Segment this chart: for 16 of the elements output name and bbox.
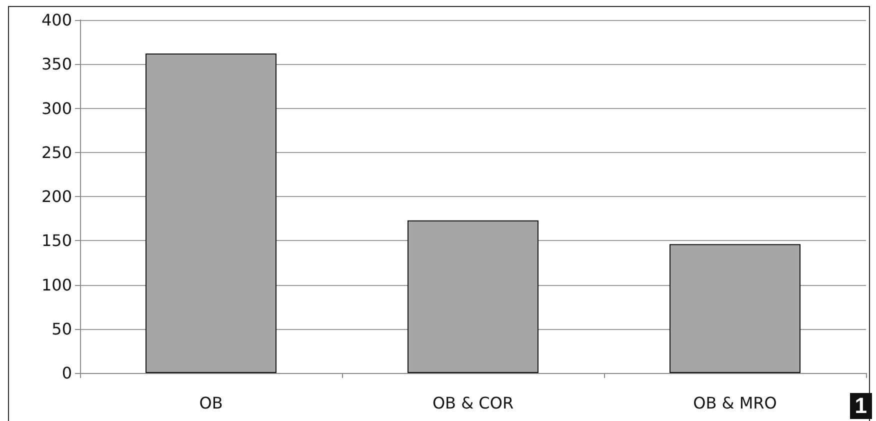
bar	[146, 54, 276, 373]
y-tick-label: 350	[41, 54, 72, 74]
y-tick-label: 0	[62, 364, 72, 382]
y-tick-label: 150	[41, 231, 72, 250]
x-tick-label: OB & MRO	[693, 394, 777, 412]
y-tick-label: 100	[41, 275, 72, 294]
y-tick-label: 400	[41, 10, 72, 30]
y-tick-label: 50	[52, 319, 72, 338]
x-tick-label: OB	[199, 394, 223, 412]
y-tick-label: 300	[41, 98, 72, 118]
bar	[408, 220, 538, 373]
y-tick-label: 200	[41, 187, 72, 206]
text: 1	[850, 393, 872, 419]
bar	[670, 244, 800, 373]
x-tick-label: OB & COR	[432, 394, 514, 412]
y-tick-label: 250	[41, 142, 72, 162]
